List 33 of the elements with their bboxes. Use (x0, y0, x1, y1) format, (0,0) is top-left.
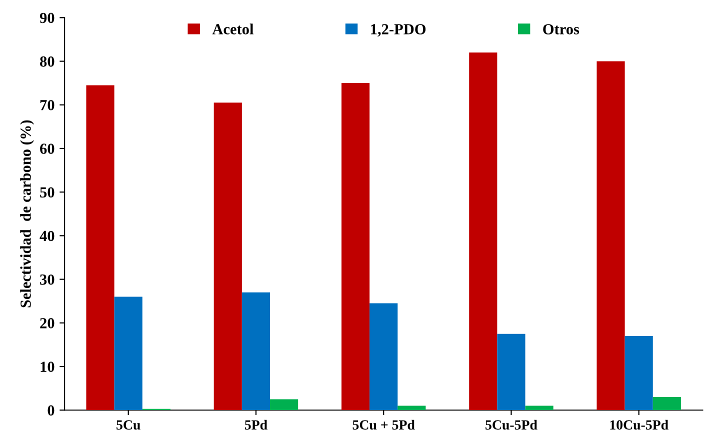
bar (341, 83, 370, 410)
bar (596, 61, 625, 410)
bar (86, 85, 114, 410)
bar (242, 292, 270, 410)
bar (214, 102, 242, 410)
y-tick-label: 90 (40, 12, 54, 24)
y-tick-label: 80 (40, 56, 54, 67)
bar (469, 52, 498, 410)
bar (497, 334, 526, 410)
legend-label: 1,2-PDO (371, 24, 426, 37)
x-tick-label: 5Cu (116, 420, 140, 430)
y-tick-label: 60 (40, 144, 54, 154)
y-tick-label: 40 (40, 230, 54, 242)
y-tick-label: 30 (40, 274, 54, 285)
bar (398, 406, 426, 410)
y-tick-label: 20 (40, 318, 54, 328)
bar (624, 336, 653, 410)
y-tick-label: 0 (48, 405, 54, 416)
y-tick-label: 10 (40, 362, 54, 372)
bar (525, 406, 554, 410)
bar (270, 399, 298, 410)
x-tick-label: 5Pd (244, 420, 268, 430)
y-axis-title: Selectividad de carbono (%) (20, 120, 34, 308)
x-tick-label: 5Cu-5Pd (486, 420, 538, 430)
legend-label: Otros (543, 24, 580, 34)
legend-label: Acetol (212, 24, 254, 34)
bar (652, 397, 681, 410)
x-tick-label: 10Cu-5Pd (610, 420, 668, 430)
y-tick-label: 70 (40, 100, 54, 110)
bar (370, 303, 398, 410)
x-tick-label: 5Cu + 5Pd (352, 420, 415, 430)
bar (114, 296, 142, 410)
y-tick-label: 50 (40, 187, 54, 198)
